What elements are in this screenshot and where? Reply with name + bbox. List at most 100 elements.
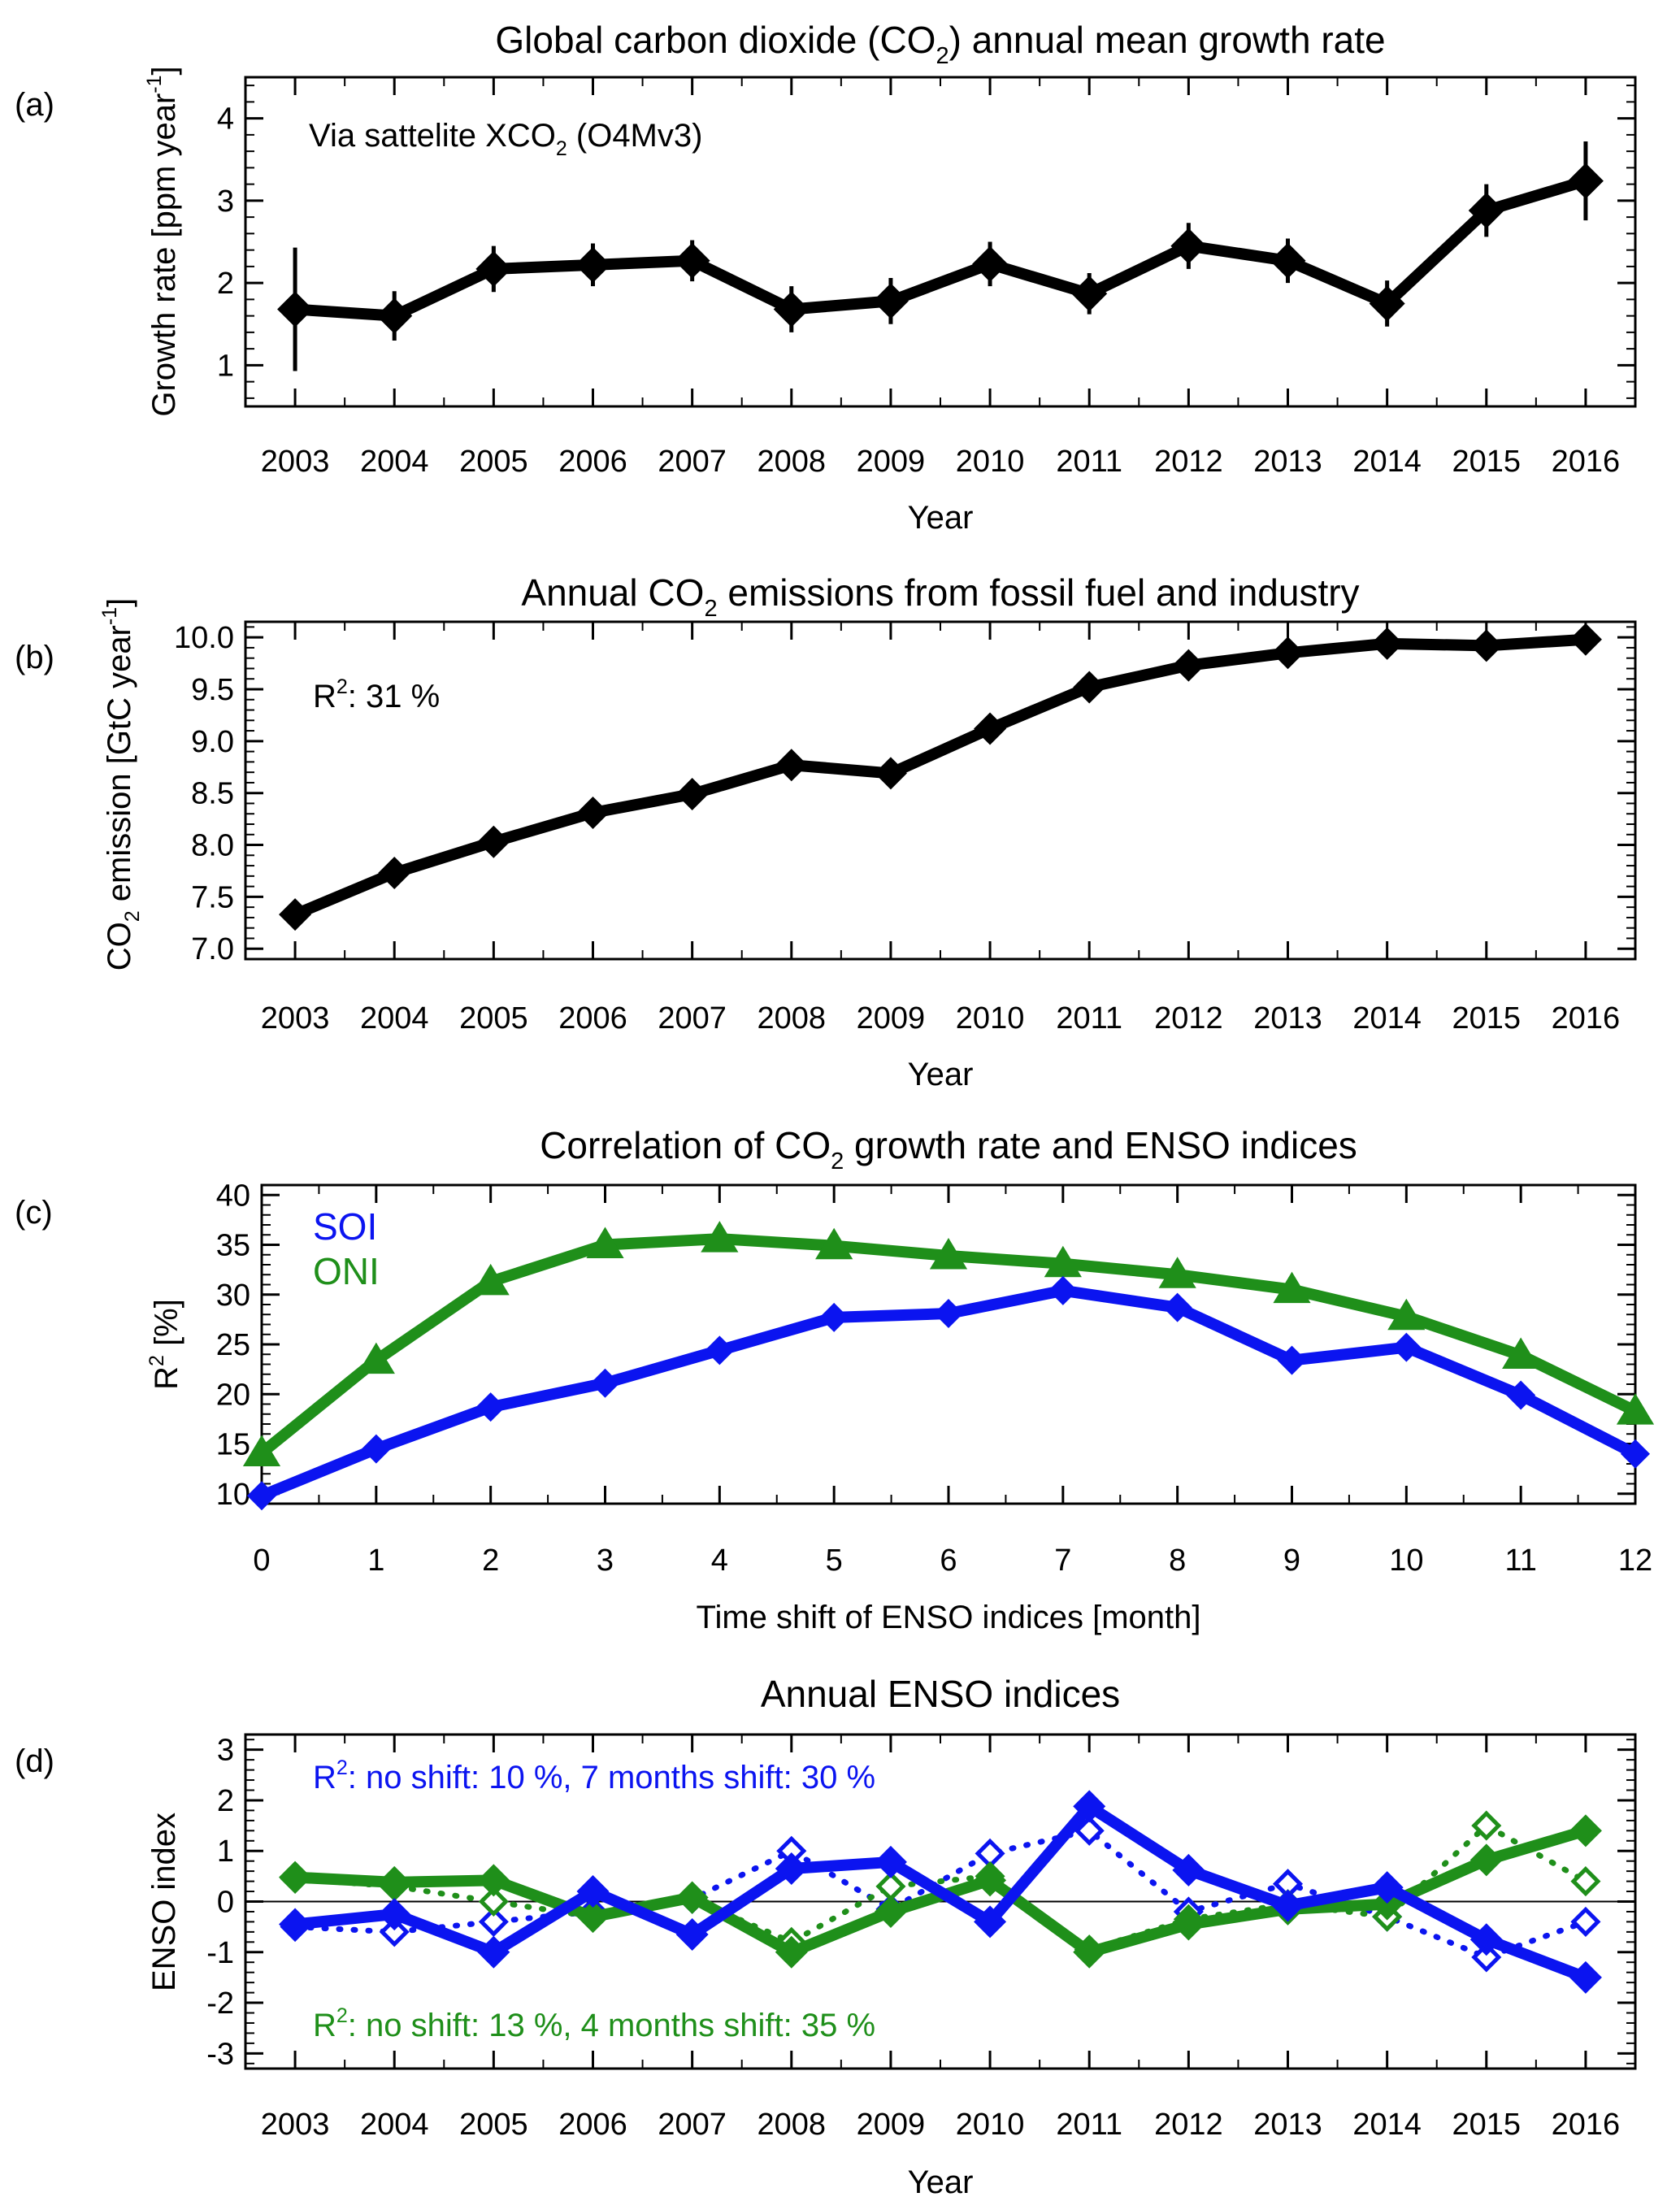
- oni-point: [357, 1342, 395, 1374]
- panel-a: 2003 2004 2005 2006 2007 2008 2009 2010 2011 2012…: [15, 76, 1637, 536]
- oni-point: [929, 1237, 968, 1270]
- data-point: [1271, 636, 1304, 670]
- y-tick-label: 3: [217, 1734, 234, 1768]
- x-tick-label: 2007: [658, 2108, 727, 2142]
- open-point: [478, 1886, 509, 1917]
- data-point: [1270, 242, 1306, 279]
- y-axis-label: ENSO index: [146, 1813, 182, 1991]
- x-tick-label: 2009: [857, 1001, 926, 1036]
- x-tick-label: 11: [1504, 1544, 1536, 1578]
- text-part: R: [313, 2008, 336, 2043]
- soi-point: [247, 1481, 276, 1511]
- data-point: [279, 1860, 312, 1894]
- data-point: [1170, 228, 1207, 264]
- panel-label: (b): [15, 640, 54, 675]
- y-tick-label: 7.5: [191, 880, 234, 914]
- y-tick-label: 1: [217, 1834, 234, 1869]
- data-point: [1469, 1923, 1503, 1956]
- x-tick-label: 10: [1389, 1544, 1423, 1578]
- text-part: ) annual mean growth rate: [949, 19, 1386, 61]
- y-tick-label: 1: [217, 349, 234, 383]
- x-tick-label: 2003: [261, 1001, 330, 1036]
- text-part: R: [149, 1366, 184, 1390]
- superscript: -1: [143, 75, 166, 93]
- x-tick-label: 2005: [459, 445, 528, 479]
- text-part: R: [313, 1760, 336, 1795]
- data-point: [1172, 649, 1205, 682]
- oni-point: [1273, 1271, 1311, 1304]
- soi-point: [590, 1368, 620, 1398]
- x-tick-label: 2003: [261, 2108, 330, 2142]
- data-point: [378, 857, 411, 890]
- data-point: [675, 1881, 709, 1914]
- text-part: growth rate and ENSO indices: [844, 1124, 1357, 1166]
- plot-frame: [260, 1183, 1637, 1505]
- data-point: [1569, 623, 1602, 656]
- x-axis-label: Time shift of ENSO indices [month]: [697, 1600, 1201, 1635]
- y-tick-label: -2: [206, 1986, 234, 2021]
- data-point: [1172, 1908, 1205, 1941]
- data-point: [675, 777, 709, 810]
- oni-point: [701, 1221, 739, 1253]
- data-point: [972, 245, 1009, 282]
- series-line: [293, 633, 1587, 920]
- open-point: [379, 1917, 410, 1947]
- text-part: R: [313, 679, 336, 714]
- x-tick-label: 2014: [1352, 2108, 1422, 2142]
- subscript: 2: [121, 910, 144, 922]
- panel-d: 2003 2004 2005 2006 2007 2008 2009 2010 2011 2012…: [15, 1673, 1637, 2200]
- legend-oni: ONI: [313, 1250, 380, 1292]
- x-tick-label: 2016: [1552, 1001, 1621, 1036]
- text-part: (O4Mv3): [567, 118, 703, 154]
- x-tick-label: 2010: [956, 445, 1025, 479]
- data-point: [376, 297, 413, 334]
- panel-label: (d): [15, 1743, 54, 1779]
- x-tick-label: 2: [482, 1544, 499, 1578]
- x-axis-label: Year: [908, 500, 974, 536]
- superscript: 2: [336, 675, 348, 698]
- data-point: [775, 1935, 808, 1969]
- x-tick-label: 2007: [658, 445, 727, 479]
- text-part: ]: [146, 66, 182, 75]
- open-point: [1471, 1942, 1502, 1973]
- y-tick-label: 30: [216, 1279, 250, 1313]
- y-tick-label: 0: [217, 1886, 234, 1920]
- x-tick-label: 2014: [1352, 445, 1422, 479]
- x-tick-label: 2013: [1253, 445, 1322, 479]
- data-point: [477, 1864, 510, 1897]
- data-point: [576, 1900, 610, 1934]
- data-point: [1469, 1843, 1503, 1877]
- x-tick-label: 3: [597, 1544, 614, 1578]
- oni-point: [1502, 1337, 1540, 1369]
- y-axis-label: Growth rate [ppm year-1]: [143, 66, 182, 416]
- x-tick-label: 2004: [360, 445, 429, 479]
- text-part: Via sattelite XCO: [309, 118, 556, 154]
- y-tick-label: 9.0: [191, 725, 234, 759]
- data-point: [775, 749, 808, 782]
- text-part: Annual CO: [521, 571, 704, 614]
- x-tick-label: 2009: [857, 445, 926, 479]
- data-point: [378, 1898, 411, 1931]
- data-point: [575, 246, 611, 283]
- y-tick-label: 2: [217, 267, 234, 301]
- data-point: [874, 1895, 907, 1928]
- data-point: [1073, 671, 1106, 704]
- x-tick-label: 2011: [1056, 1001, 1122, 1036]
- x-tick-label: 4: [711, 1544, 728, 1578]
- text-part: : no shift: 10 %, 7 months shift: 30 %: [348, 1760, 875, 1795]
- legend-soi: SOI: [313, 1205, 377, 1248]
- soi-point: [1277, 1345, 1307, 1375]
- panel-label: (a): [15, 87, 54, 123]
- y-tick-label: 2: [217, 1784, 234, 1818]
- text-part: [%]: [149, 1299, 184, 1355]
- x-tick-label: 2012: [1154, 2108, 1223, 2142]
- x-tick-label: 2011: [1056, 445, 1122, 479]
- superscript: 2: [145, 1355, 168, 1366]
- data-point: [1567, 163, 1604, 199]
- y-tick-label: -1: [206, 1936, 234, 1970]
- data-point: [674, 242, 710, 279]
- data-point: [1468, 193, 1504, 229]
- data-point: [874, 757, 907, 790]
- y-tick-label: 4: [217, 102, 234, 137]
- open-point: [1471, 1810, 1502, 1841]
